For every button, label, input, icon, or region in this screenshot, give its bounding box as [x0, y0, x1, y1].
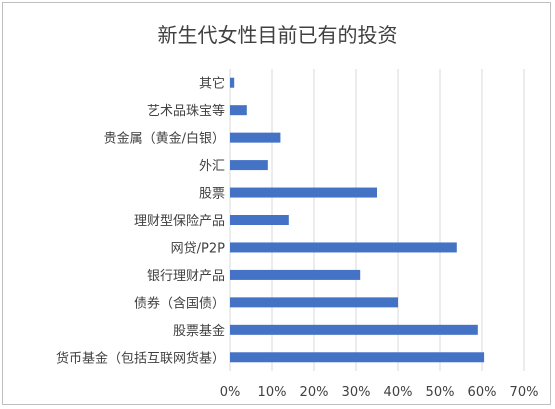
bar	[230, 77, 235, 88]
x-tick-label: 40%	[384, 385, 413, 400]
bar	[230, 187, 377, 198]
category-label: 货币基金（包括互联网货基）	[56, 350, 225, 366]
bar	[230, 105, 247, 116]
chart-title: 新生代女性目前已有的投资	[157, 23, 398, 47]
bars	[230, 77, 485, 363]
category-label: 外汇	[199, 159, 225, 174]
category-label: 网贷/P2P	[171, 241, 225, 256]
x-tick-label: 60%	[468, 385, 497, 400]
category-label: 股票基金	[173, 323, 225, 339]
x-tick-label: 70%	[510, 385, 539, 400]
x-tick-label: 20%	[300, 385, 329, 400]
bar	[230, 132, 281, 143]
bar	[230, 297, 398, 308]
x-tick-label: 30%	[342, 385, 371, 400]
x-tick-label: 10%	[258, 385, 287, 400]
x-tick-labels: 0% 10% 20% 30% 40% 50% 60% 70%	[220, 385, 539, 400]
x-tick-label: 0%	[220, 385, 241, 400]
x-tick-label: 50%	[426, 385, 455, 400]
bar	[230, 352, 485, 363]
category-label: 贵金属（黄金/白银）	[104, 131, 225, 147]
bar	[230, 215, 289, 225]
bar	[230, 269, 361, 280]
bar	[230, 242, 457, 253]
chart-frame: 新生代女性目前已有的投资 其它艺术品珠宝等贵金属（黄金/白银） 外汇股票理财型保险…	[2, 2, 551, 405]
category-label: 银行理财产品	[147, 269, 225, 284]
category-label: 债券（含国债）	[134, 295, 225, 311]
category-label: 理财型保险产品	[134, 214, 225, 229]
category-label: 艺术品珠宝等	[147, 103, 225, 119]
bar	[230, 160, 268, 171]
category-label: 股票	[199, 187, 225, 202]
bar	[230, 324, 478, 335]
category-label: 其它	[199, 76, 225, 92]
